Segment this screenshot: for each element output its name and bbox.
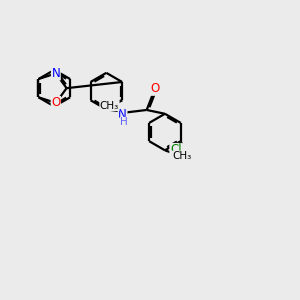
Text: CH₃: CH₃ <box>100 100 119 110</box>
Text: O: O <box>150 82 160 95</box>
Text: N: N <box>52 67 60 80</box>
Text: O: O <box>51 96 61 110</box>
Text: Cl: Cl <box>170 143 182 157</box>
Text: H: H <box>120 117 128 127</box>
Text: N: N <box>118 109 127 122</box>
Text: CH₃: CH₃ <box>172 151 192 161</box>
